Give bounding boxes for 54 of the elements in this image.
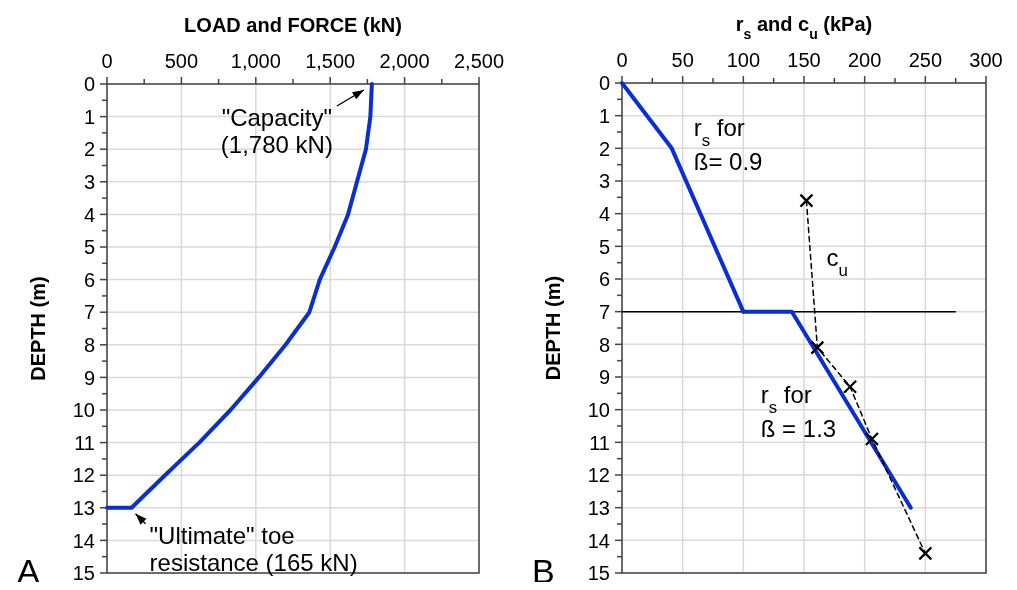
y-tick-label: 5 (83, 236, 95, 259)
y-tick-label: 12 (587, 464, 610, 487)
y-tick-label: 2 (83, 138, 95, 161)
x-tick-label: 2,000 (379, 50, 430, 72)
x-tick-label: 1,500 (305, 50, 356, 72)
y-tick-label: 3 (83, 171, 95, 193)
x-tick-label: 1,000 (230, 50, 281, 72)
x-tick-label: 500 (164, 50, 199, 72)
y-tick-label: 12 (72, 464, 95, 487)
y-tick-label: 11 (589, 431, 610, 454)
y-axis-title: DEPTH (m) (27, 276, 49, 381)
y-tick-label: 13 (587, 496, 610, 519)
annotation: "Capacity" (1,780 kN) (220, 104, 333, 158)
y-tick-label: 15 (72, 562, 95, 585)
y-tick-label: 7 (83, 301, 95, 324)
y-tick-label: 13 (72, 497, 95, 519)
y-tick-label: 4 (83, 203, 95, 226)
x-tick-label: 50 (671, 49, 694, 71)
y-tick-label: 1 (598, 104, 610, 127)
y-tick-label: 8 (83, 334, 95, 356)
y-tick-label: 3 (598, 170, 610, 193)
x-tick-label: 250 (908, 49, 943, 71)
y-tick-label: 11 (74, 431, 95, 454)
x-tick-label: 150 (787, 49, 821, 71)
x-tick-label: 0 (101, 50, 113, 72)
y-tick-label: 7 (598, 300, 610, 323)
y-tick-label: 0 (83, 73, 95, 96)
y-tick-label: 9 (83, 366, 95, 389)
x-tick-label: 0 (616, 49, 628, 71)
series-label: c$_{u}$ (826, 243, 848, 280)
x-tick-label: 2,500 (453, 50, 505, 72)
y-tick-label: 6 (598, 268, 610, 291)
annotation: "Ultimate" toe resistance (165 kN) (149, 521, 358, 576)
y-tick-label: 10 (72, 399, 95, 422)
y-tick-label: 9 (598, 366, 610, 389)
x-axis-title: LOAD and FORCE (kN) (184, 14, 402, 36)
y-tick-label: 6 (83, 268, 95, 291)
y-tick-label: 1 (83, 105, 95, 128)
y-tick-label: 14 (72, 529, 95, 552)
y-tick-label: 2 (598, 137, 610, 160)
y-tick-label: 4 (598, 202, 610, 225)
y-tick-label: 14 (587, 529, 610, 552)
y-tick-label: 15 (587, 562, 610, 585)
x-tick-label: 100 (726, 49, 761, 71)
y-axis-title: DEPTH (m) (542, 275, 564, 381)
y-tick-label: 10 (587, 398, 610, 421)
x-axis-title: r$_{s}$ and c$_{u}$ (kPa) (735, 13, 873, 42)
y-tick-label: 8 (598, 333, 610, 356)
series-label: r$_{s}$ for ß = 1.3 (760, 380, 837, 442)
x-tick-label: 300 (969, 49, 1003, 71)
y-tick-label: 5 (598, 235, 610, 258)
y-tick-label: 0 (598, 72, 610, 95)
x-tick-label: 200 (847, 49, 882, 71)
series-label: r$_{s}$ for ß= 0.9 (693, 114, 763, 176)
